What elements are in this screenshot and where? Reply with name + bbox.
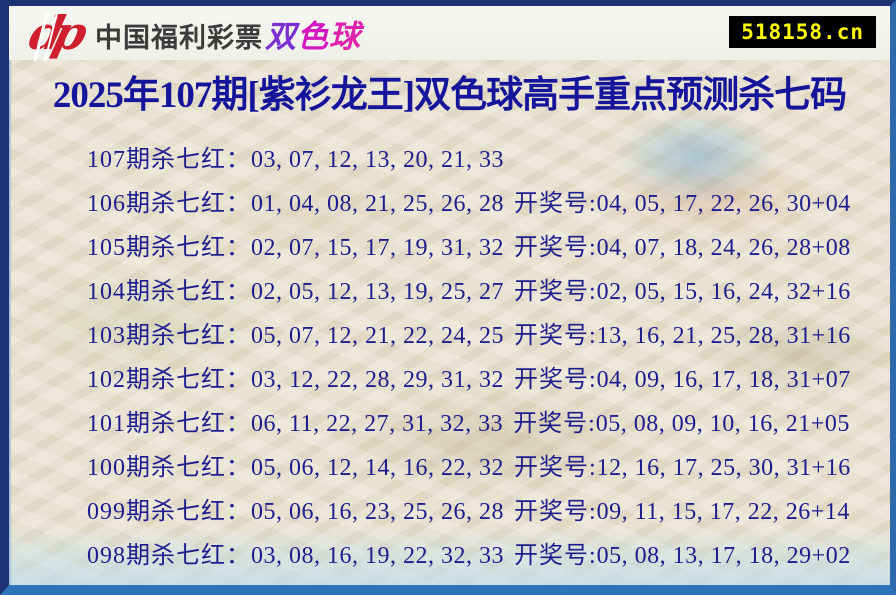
draw-label: 开奖号: xyxy=(514,323,597,349)
kill-numbers: 05, 06, 12, 14, 16, 22, 32 xyxy=(251,455,504,481)
period-label: 106期杀七红： xyxy=(87,191,251,217)
list-item: 100期杀七红：05, 06, 12, 14, 16, 22, 32 开奖号:12… xyxy=(87,446,890,490)
kill-numbers: 05, 07, 12, 21, 22, 24, 25 xyxy=(251,323,504,349)
draw-numbers: 04, 05, 17, 22, 26, 30+04 xyxy=(596,191,851,217)
period-label: 098期杀七红： xyxy=(87,543,251,569)
period-label: 103期杀七红： xyxy=(87,323,251,349)
draw-label: 开奖号: xyxy=(514,543,597,569)
period-label: 107期杀七红： xyxy=(87,147,251,173)
list-item: 102期杀七红：03, 12, 22, 28, 29, 31, 32 开奖号:04… xyxy=(87,358,890,402)
list-item: 105期杀七红：02, 07, 15, 17, 19, 31, 32 开奖号:04… xyxy=(87,226,890,270)
period-label: 101期杀七红： xyxy=(87,411,251,437)
draw-numbers: 04, 09, 16, 17, 18, 31+07 xyxy=(596,367,851,393)
draw-numbers: 02, 05, 15, 16, 24, 32+16 xyxy=(596,279,851,305)
draw-numbers: 13, 16, 21, 25, 28, 31+16 xyxy=(596,323,851,349)
brand: 中国福利彩票 双色球 xyxy=(95,11,361,56)
draw-label: 开奖号: xyxy=(514,191,597,217)
draw-label: 开奖号: xyxy=(513,411,596,437)
brand-name-cn: 中国福利彩票 xyxy=(95,22,263,53)
period-label: 105期杀七红： xyxy=(87,235,251,261)
draw-label: 开奖号: xyxy=(514,455,597,481)
list-item: 107期杀七红：03, 07, 12, 13, 20, 21, 33 xyxy=(87,138,890,182)
kill-numbers: 01, 04, 08, 21, 25, 26, 28 xyxy=(251,191,504,217)
draw-label: 开奖号: xyxy=(514,499,597,525)
kill-numbers: 03, 12, 22, 28, 29, 31, 32 xyxy=(251,367,504,393)
page-title: 2025年107期[紫衫龙王]双色球高手重点预测杀七码 xyxy=(52,75,847,116)
period-label: 104期杀七红： xyxy=(87,279,251,305)
draw-numbers: 05, 08, 09, 10, 16, 21+05 xyxy=(595,411,850,437)
draw-label: 开奖号: xyxy=(514,279,597,305)
kill-numbers: 03, 07, 12, 13, 20, 21, 33 xyxy=(251,147,504,173)
china-welfare-lottery-logo-icon: dp xyxy=(24,9,91,62)
draw-numbers: 12, 16, 17, 25, 30, 31+16 xyxy=(596,455,851,481)
kill-numbers: 02, 05, 12, 13, 19, 25, 27 xyxy=(251,279,504,305)
draw-numbers: 05, 08, 13, 17, 18, 29+02 xyxy=(596,543,851,569)
site-header: dp 中国福利彩票 双色球 518158.cn xyxy=(9,6,890,62)
site-url-badge: 518158.cn xyxy=(729,16,876,48)
svg-text:dp: dp xyxy=(24,9,91,61)
period-label: 102期杀七红： xyxy=(87,367,251,393)
list-item: 099期杀七红：05, 06, 16, 23, 25, 26, 28 开奖号:09… xyxy=(87,490,890,534)
list-item: 104期杀七红：02, 05, 12, 13, 19, 25, 27 开奖号:02… xyxy=(87,270,890,314)
kill-numbers: 06, 11, 22, 27, 31, 32, 33 xyxy=(251,411,504,437)
list-item: 103期杀七红：05, 07, 12, 21, 22, 24, 25 开奖号:13… xyxy=(87,314,890,358)
kill-numbers: 05, 06, 16, 23, 25, 26, 28 xyxy=(251,499,504,525)
prediction-list: 107期杀七红：03, 07, 12, 13, 20, 21, 33 106期杀… xyxy=(9,118,890,578)
period-label: 099期杀七红： xyxy=(87,499,251,525)
list-item: 106期杀七红：01, 04, 08, 21, 25, 26, 28 开奖号:04… xyxy=(87,182,890,226)
draw-numbers: 09, 11, 15, 17, 22, 26+14 xyxy=(596,499,850,525)
list-item: 101期杀七红：06, 11, 22, 27, 31, 32, 33 开奖号:05… xyxy=(87,402,890,446)
list-item: 098期杀七红：03, 08, 16, 19, 22, 32, 33 开奖号:05… xyxy=(87,534,890,578)
draw-label: 开奖号: xyxy=(514,367,597,393)
kill-numbers: 03, 08, 16, 19, 22, 32, 33 xyxy=(251,543,504,569)
draw-numbers: 04, 07, 18, 24, 26, 28+08 xyxy=(596,235,851,261)
kill-numbers: 02, 07, 15, 17, 19, 31, 32 xyxy=(251,235,504,261)
brand-name-ssq: 双色球 xyxy=(265,18,361,54)
draw-label: 开奖号: xyxy=(514,235,597,261)
period-label: 100期杀七红： xyxy=(87,455,251,481)
